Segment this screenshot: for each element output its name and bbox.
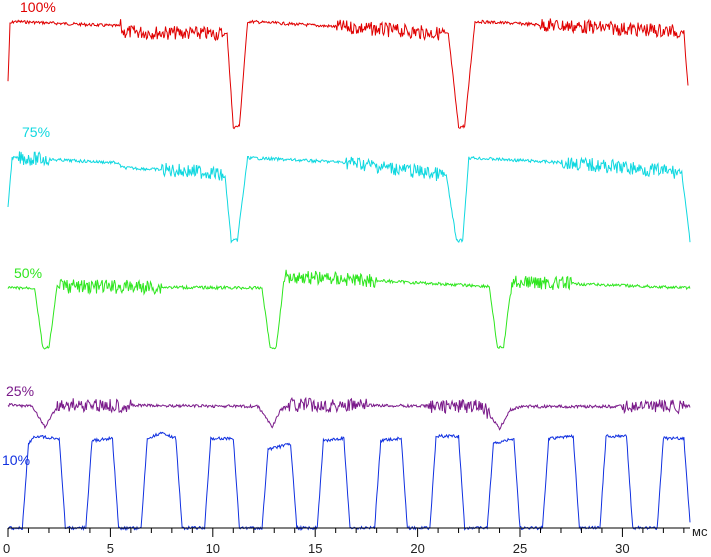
series-label-10: 10% [2,452,30,468]
x-axis-label: мс [692,524,708,539]
x-tick-label: 15 [308,541,322,556]
x-tick-label: 30 [615,541,629,556]
series-label-75: 75% [22,124,50,140]
x-axis [7,527,690,537]
x-tick-label: 20 [410,541,424,556]
series-line-10 [7,431,691,531]
series-line-75 [7,151,691,244]
x-tick-label: 0 [3,541,10,556]
x-tick-label: 10 [206,541,220,556]
series-labels: 100% 75% 50% 25% 10% [2,0,56,468]
series-group [7,18,691,531]
series-label-50: 50% [14,265,42,281]
x-tick-label: 5 [107,541,114,556]
series-label-25: 25% [6,383,34,399]
x-tick-label: 25 [513,541,527,556]
series-label-100: 100% [20,0,56,15]
series-line-25 [7,396,691,431]
series-line-50 [7,269,691,350]
series-line-100 [7,18,689,130]
